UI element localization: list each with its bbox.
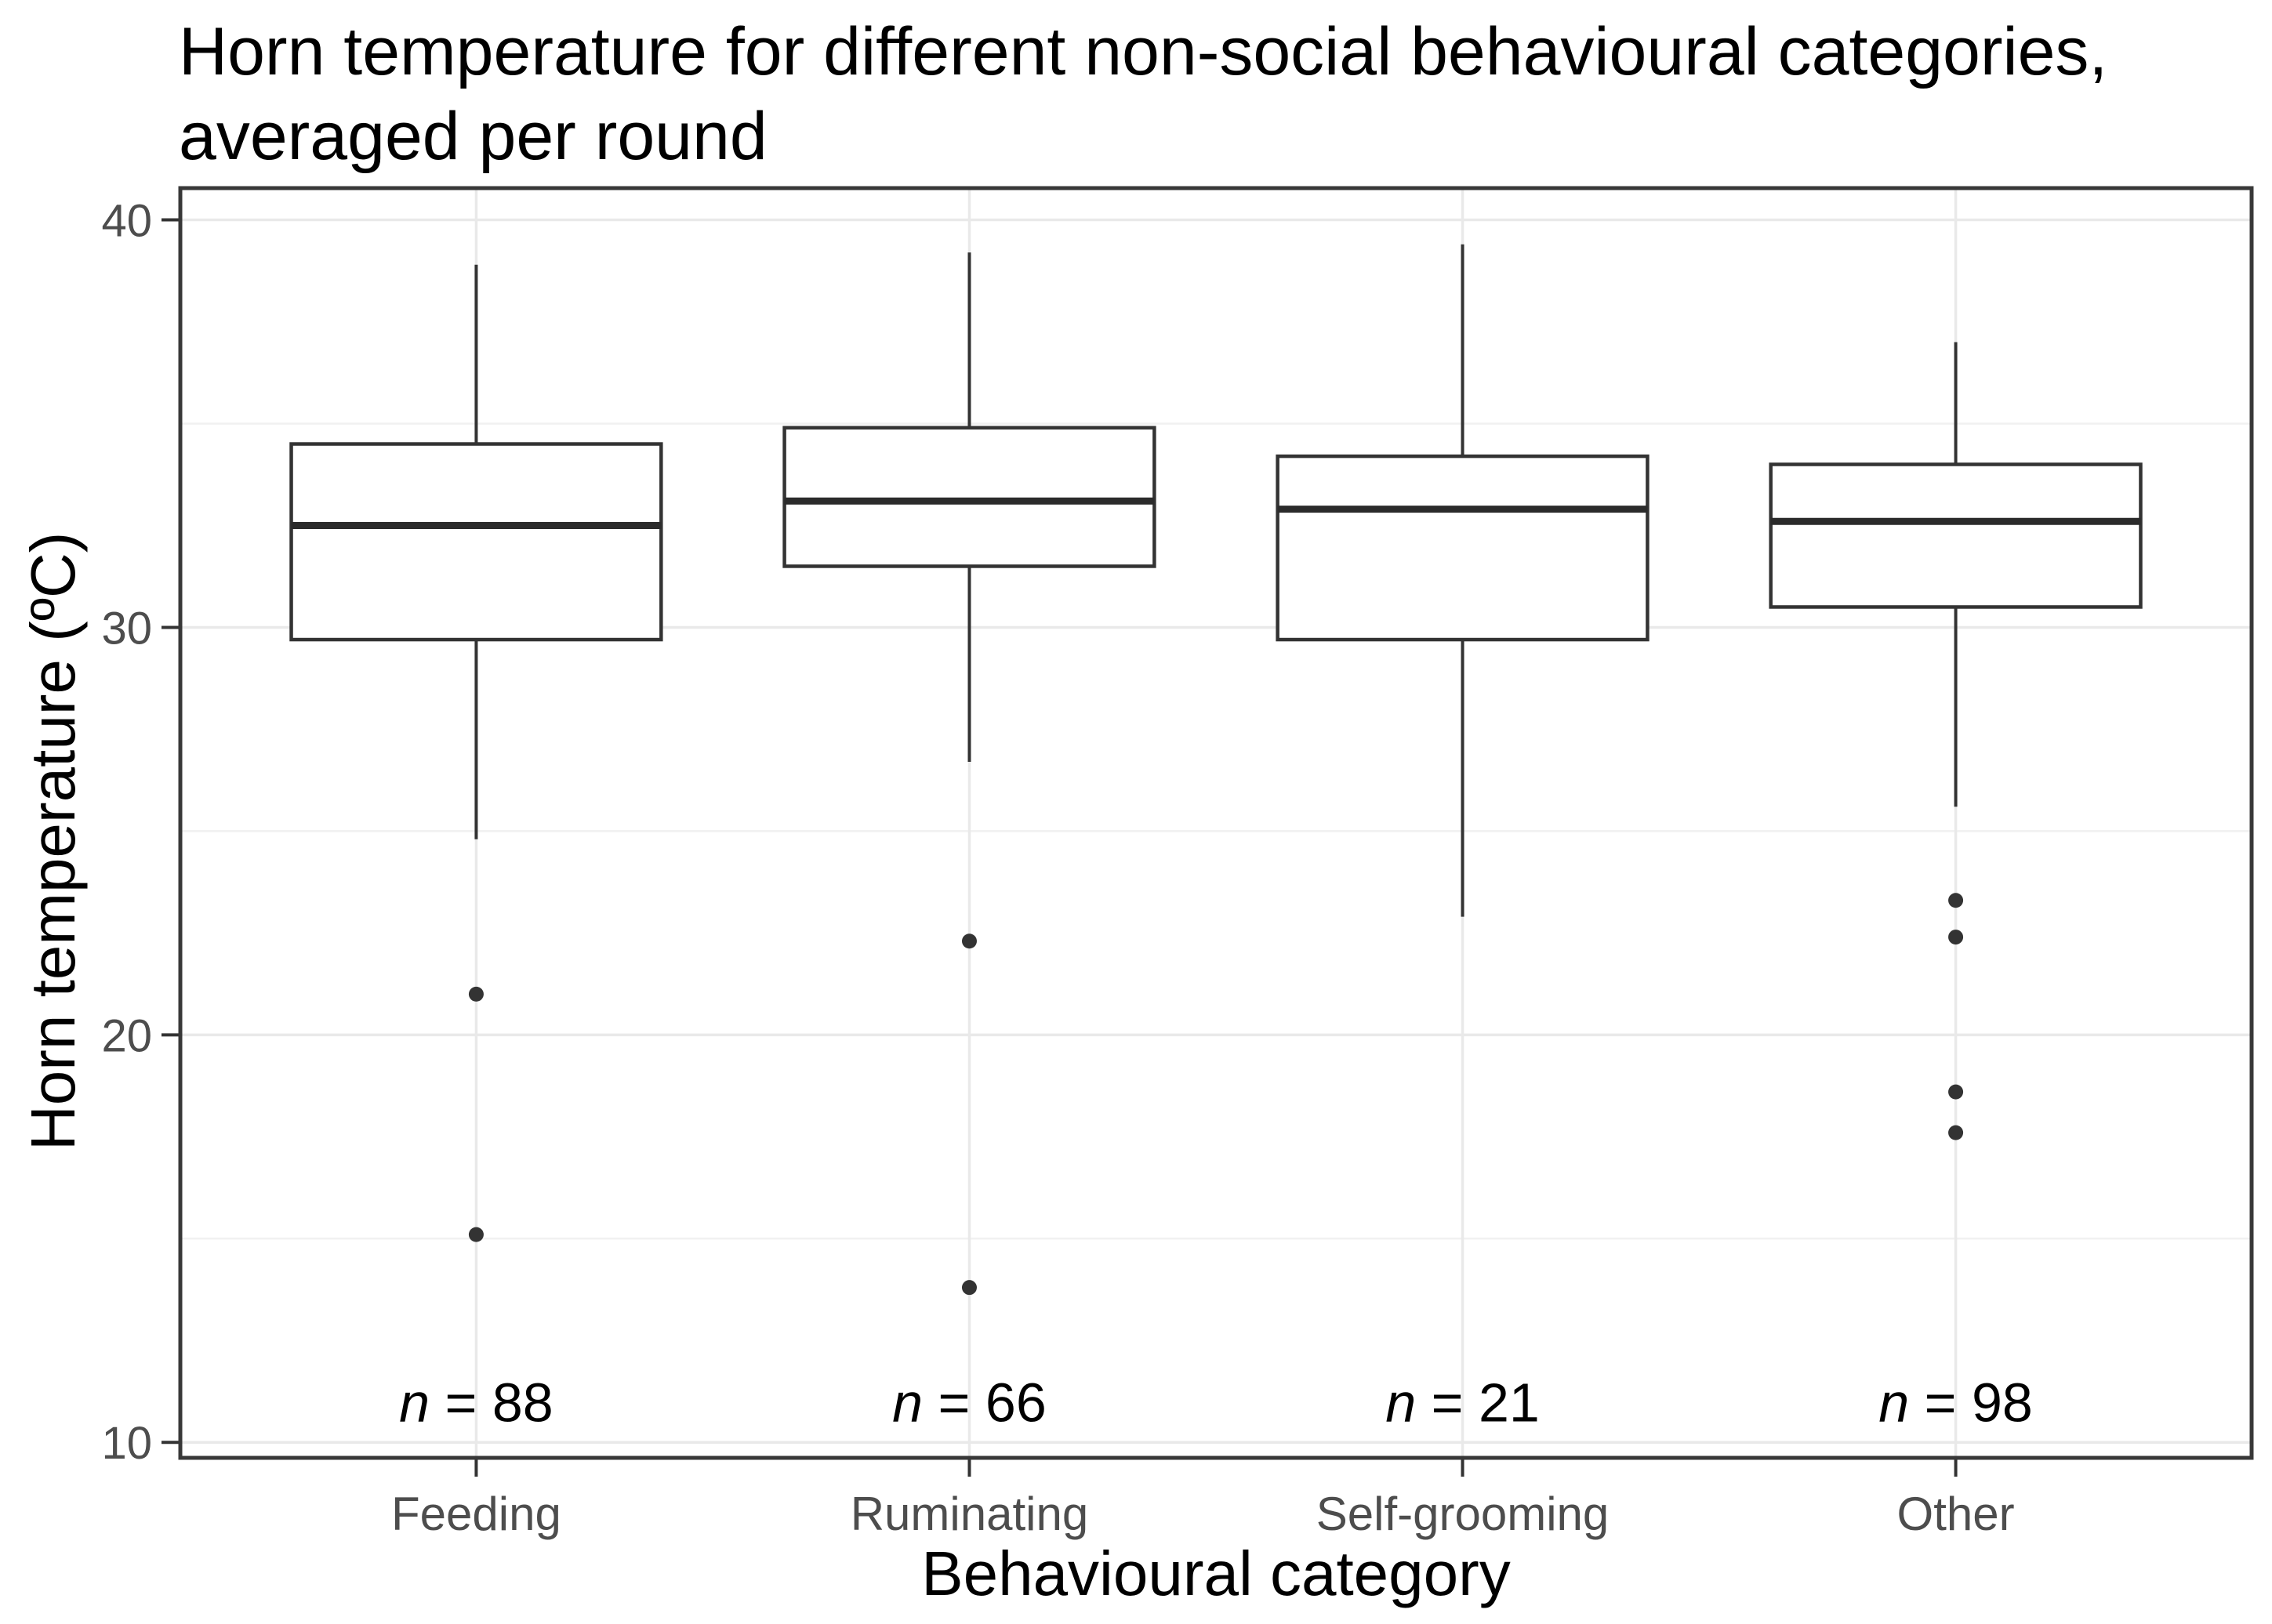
n-label: n = 88 — [399, 1372, 553, 1433]
outlier-point — [1948, 930, 1964, 945]
boxplot-box — [782, 426, 1156, 568]
outlier-point — [961, 1280, 977, 1296]
outlier-point — [961, 933, 977, 949]
x-tick-label: Feeding — [391, 1488, 561, 1540]
x-tick-label: Other — [1897, 1488, 2015, 1540]
outlier-point — [1948, 893, 1964, 908]
outlier-point — [1948, 1125, 1964, 1140]
x-axis-title: Behavioural category — [921, 1539, 1511, 1608]
y-tick-label: 30 — [101, 603, 152, 654]
chart-title: Horn temperature for different non-socia… — [179, 14, 2108, 175]
y-tick-label: 40 — [101, 196, 152, 247]
boxplot-box — [1276, 454, 1650, 642]
outlier-point — [1948, 1084, 1964, 1100]
outlier-point — [468, 986, 484, 1002]
x-tick-label: Self-grooming — [1316, 1488, 1610, 1540]
n-label: n = 98 — [1878, 1372, 2033, 1433]
outlier-point — [468, 1227, 484, 1242]
n-label: n = 66 — [892, 1372, 1047, 1433]
boxplot-box — [289, 442, 663, 642]
y-tick-label: 20 — [101, 1010, 152, 1061]
x-tick-label: Ruminating — [851, 1488, 1089, 1540]
n-label: n = 21 — [1385, 1372, 1540, 1433]
panel-border — [178, 186, 2254, 1460]
boxplot-box — [1769, 462, 2143, 609]
y-tick-label: 10 — [101, 1418, 152, 1469]
